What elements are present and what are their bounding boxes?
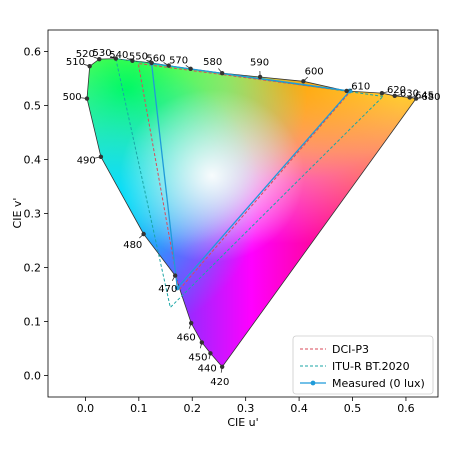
x-tick-label: 0.4	[290, 402, 308, 415]
legend-label: Measured (0 lux)	[332, 377, 425, 390]
x-tick-label: 0.2	[183, 402, 201, 415]
wavelength-marker	[257, 74, 263, 80]
wavelength-tick	[199, 342, 203, 349]
wavelength-tick	[171, 275, 176, 281]
wavelength-tick	[110, 55, 117, 59]
y-axis-label: CIE v'	[11, 198, 24, 229]
y-tick-label: 0.4	[24, 154, 42, 167]
wavelength-marker	[379, 90, 385, 96]
wavelength-tick	[218, 68, 223, 74]
series-line	[137, 62, 351, 292]
wavelength-label: 590	[250, 57, 269, 68]
wavelength-tick	[346, 88, 353, 92]
wavelength-label: 610	[351, 81, 370, 92]
wavelength-label: 550	[129, 51, 148, 62]
series-line	[115, 58, 384, 309]
wavelength-tick	[409, 96, 416, 98]
wavelength-label: 500	[63, 92, 82, 103]
wavelength-tick	[83, 63, 90, 67]
y-tick-label: 0.2	[24, 261, 42, 274]
x-tick-label: 0.3	[237, 402, 255, 415]
x-tick-label: 0.5	[344, 402, 362, 415]
x-tick-label: 0.1	[130, 402, 148, 415]
y-tick-label: 0.3	[24, 208, 42, 221]
wavelength-tick	[208, 353, 211, 360]
wavelength-marker	[407, 95, 412, 100]
wavelength-marker	[219, 364, 225, 369]
wavelength-tick	[416, 97, 423, 99]
wavelength-tick	[185, 64, 191, 70]
wavelength-label: 530	[93, 48, 112, 59]
wavelength-label: 580	[203, 57, 222, 68]
spectral-locus-fill	[87, 58, 417, 367]
wavelength-label: 630	[400, 88, 419, 99]
legend-label: ITU-R BT.2020	[332, 360, 410, 373]
wavelength-label: 600	[305, 66, 324, 77]
wavelength-label: 480	[123, 240, 142, 251]
wavelength-label: 460	[177, 333, 196, 344]
legend-marker	[310, 380, 316, 386]
wavelength-tick	[188, 322, 192, 329]
wavelength-tick	[220, 366, 223, 373]
wavelength-label: 440	[198, 363, 217, 374]
wavelength-tick	[139, 233, 144, 239]
wavelength-label: 490	[77, 156, 96, 167]
wavelength-label: 645	[415, 91, 434, 102]
series-group	[115, 58, 384, 309]
x-axis-label: CIE u'	[227, 416, 258, 429]
x-ticks: 0.0 0.1 0.2 0.3 0.4 0.5 0.6	[77, 397, 415, 415]
wavelength-label: 510	[66, 57, 85, 68]
wavelength-tick	[94, 156, 101, 159]
wavelength-tick	[126, 57, 133, 62]
wavelength-tick	[80, 97, 88, 99]
wavelength-tick	[163, 62, 169, 66]
wavelength-label: 540	[109, 50, 128, 61]
wavelength-marker	[113, 56, 119, 61]
wavelength-marker	[199, 340, 205, 345]
wavelength-tick	[394, 94, 401, 97]
wavelength-label: 680	[421, 92, 440, 103]
legend-box	[292, 335, 434, 395]
x-tick-label: 0.6	[397, 402, 415, 415]
series-marker	[174, 285, 180, 291]
legend: DCI-P3 ITU-R BT.2020 Measured (0 lux)	[292, 335, 434, 395]
wavelength-label: 560	[146, 53, 165, 64]
x-tick-label: 0.0	[77, 402, 95, 415]
gamut-gradient-white	[87, 58, 417, 367]
wavelength-label: 520	[76, 49, 95, 60]
wavelength-label: 570	[169, 55, 188, 66]
wavelength-label: 470	[158, 284, 177, 295]
wavelength-tick	[93, 56, 100, 60]
y-ticks: 0.0 0.1 0.2 0.3 0.4 0.5 0.6	[24, 46, 48, 382]
wavelength-label: 620	[387, 85, 406, 96]
y-tick-label: 0.6	[24, 46, 42, 59]
wavelength-tick	[303, 76, 308, 82]
series-line	[150, 62, 351, 290]
wavelength-tick	[146, 59, 152, 64]
wavelength-label: 450	[188, 352, 207, 363]
y-tick-label: 0.0	[24, 369, 42, 382]
wavelength-tick	[381, 91, 388, 94]
y-tick-label: 0.5	[24, 100, 42, 113]
y-tick-label: 0.1	[24, 315, 42, 328]
legend-label: DCI-P3	[332, 343, 369, 356]
wavelength-label: 420	[210, 377, 229, 388]
wavelength-marker	[344, 88, 349, 94]
